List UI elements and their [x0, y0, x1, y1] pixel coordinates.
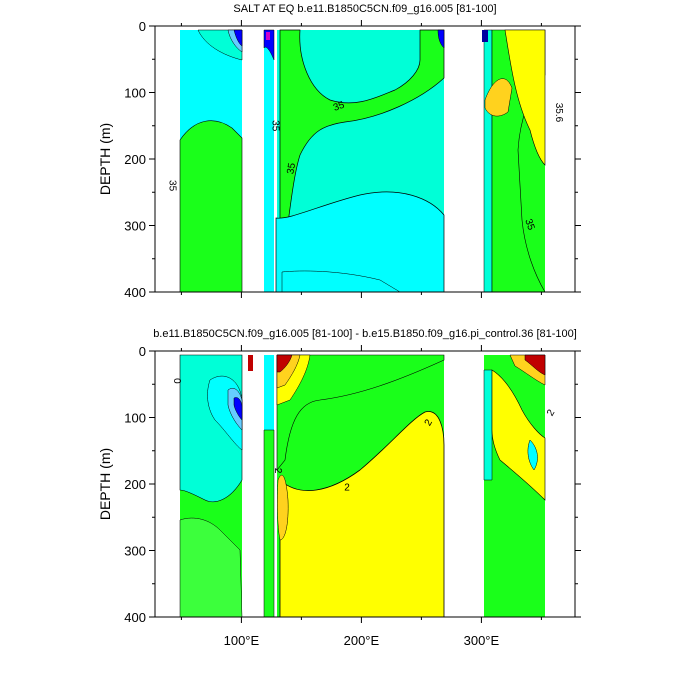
pacific-salty-region: [279, 29, 445, 266]
contour-label: 35: [332, 100, 347, 114]
atlantic-corner: [482, 30, 488, 42]
y-tick-label: 100: [124, 411, 146, 426]
strip-120e-min: [266, 32, 270, 40]
atlantic-diff-max: [524, 354, 546, 376]
indian-diff-red-spot: [248, 355, 253, 371]
pacific-diff-positive: [279, 411, 445, 617]
y-tick-label: 200: [124, 477, 146, 492]
contour-label: 0: [171, 378, 182, 384]
panel-1-y-axis-label: DEPTH (m): [97, 123, 113, 195]
panel-2-y-axis-label: DEPTH (m): [97, 448, 113, 520]
panel-1-basin-atlantic: [482, 29, 546, 292]
atlantic-salty-region: [504, 29, 546, 166]
pacific-diff-upper: [276, 354, 445, 471]
y-tick-label: 0: [139, 19, 146, 34]
pacific-deep-region: [275, 191, 445, 292]
contour-label: 2: [272, 468, 283, 474]
contour-label: 35: [270, 120, 281, 132]
panel-2-basin-indian: [179, 354, 253, 617]
atlantic-max-salt: [484, 78, 513, 117]
y-tick-label: 100: [124, 86, 146, 101]
contour-label: 35: [285, 162, 298, 175]
panel-1-title: SALT AT EQ b.e11.B1850C5CN.f09_g16.005 […: [233, 3, 496, 15]
contour-label: 35: [166, 180, 177, 192]
x-tick-label: 200°E: [344, 633, 380, 648]
panel-2-contour-fill: [179, 354, 546, 617]
panel-2-basin-atlantic: [483, 354, 546, 617]
y-tick-label: 200: [124, 152, 146, 167]
pacific-diff-surface-max: [276, 354, 293, 373]
y-tick-label: 400: [124, 285, 146, 300]
x-tick-label: 100°E: [224, 633, 260, 648]
panel-2-ticks: 0 100 200 300 400 100°E 200°E 300°E: [124, 344, 581, 648]
x-tick-label: 300°E: [464, 633, 500, 648]
y-tick-label: 0: [139, 344, 146, 359]
panel-2: b.e11.B1850C5CN.f09_g16.005 [81-100] - b…: [97, 328, 581, 648]
atlantic-diff-west: [483, 369, 493, 481]
indian-fresh-region: [179, 120, 243, 292]
pacific-east-low-salt: [437, 29, 445, 49]
atlantic-west-region: [483, 29, 493, 292]
contour-label: 2: [423, 417, 436, 428]
panel-1-basin-indian: [179, 29, 243, 292]
contour-label: 2: [344, 483, 350, 494]
pacific-bottom-region: [281, 270, 401, 292]
indian-diff-min-2: [233, 397, 243, 421]
strip-120e-fill: [264, 30, 274, 292]
pacific-diff-subsurface: [277, 475, 289, 541]
panel-1-basin-pacific: [275, 29, 445, 292]
y-tick-label: 400: [124, 610, 146, 625]
atlantic-diff-positive: [491, 369, 546, 501]
y-tick-label: 300: [124, 219, 146, 234]
panel-1-contour-fill: [179, 29, 546, 292]
contour-label: 35: [522, 218, 536, 233]
panel-1-contour-labels: 35 35 35 35 35.6 35: [166, 100, 563, 233]
panel-2-basin-pacific: [276, 354, 445, 617]
contour-label: 2: [545, 407, 558, 418]
panel-2-title: b.e11.B1850C5CN.f09_g16.005 [81-100] - b…: [153, 328, 577, 340]
indian-low-salt-2: [233, 29, 243, 47]
panel-1: SALT AT EQ b.e11.B1850C5CN.f09_g16.005 […: [97, 3, 581, 300]
indian-diff-deep: [179, 517, 243, 617]
strip-diff-lower: [263, 429, 275, 617]
panel-1-ticks: 0 100 200 300 400: [124, 19, 581, 300]
contour-label: 35.6: [553, 103, 564, 123]
y-tick-label: 300: [124, 544, 146, 559]
atlantic-diff-negative-spot: [527, 439, 538, 471]
panel-2-contour-labels: 0 2 2 2 2: [171, 378, 557, 494]
